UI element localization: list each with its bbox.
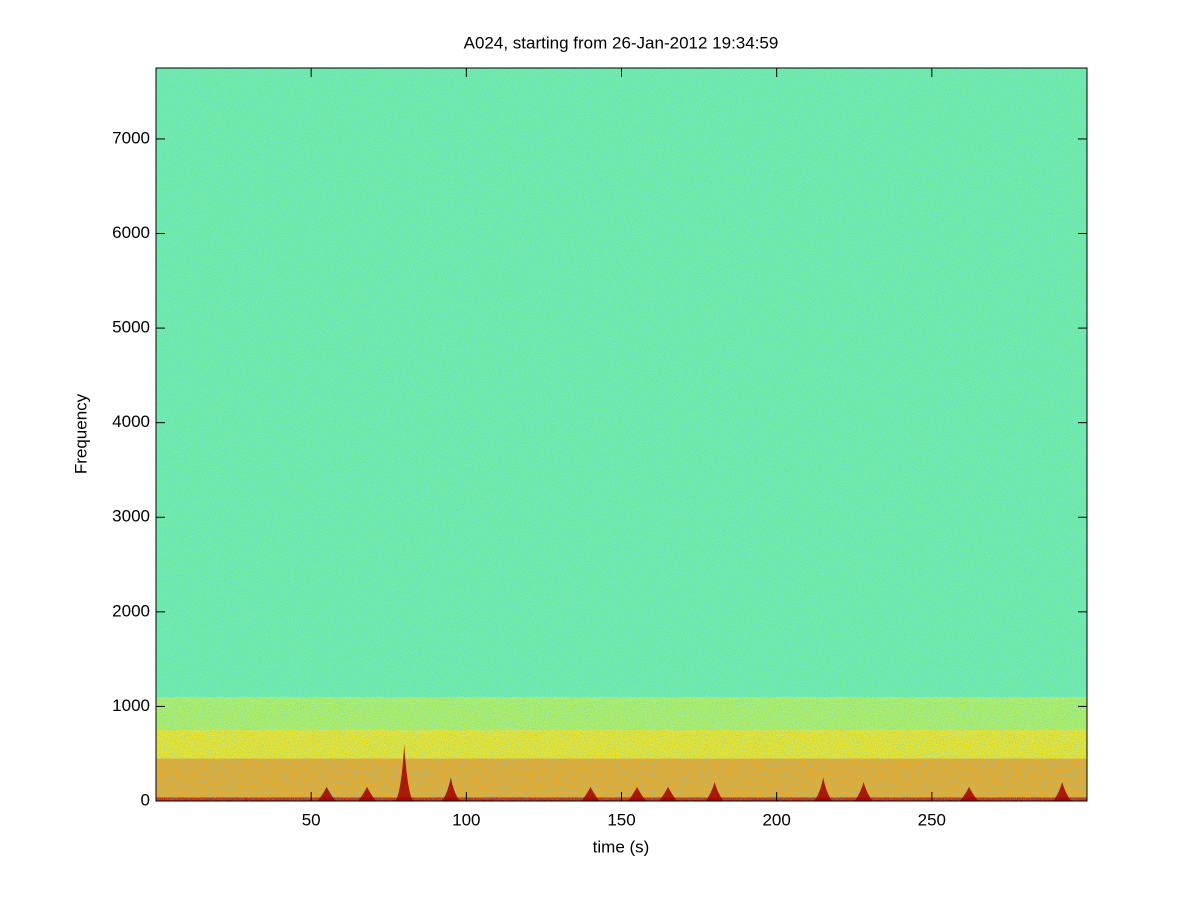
burst [441,777,460,801]
y-tick-label: 4000 [112,412,150,431]
burst [705,782,724,801]
burst [317,786,336,801]
y-tick-label: 3000 [112,507,150,526]
chart-title: A024, starting from 26-Jan-2012 19:34:59 [464,33,779,52]
y-tick-label: 0 [141,790,150,809]
y-tick-label: 2000 [112,601,150,620]
x-tick-label: 250 [918,810,946,829]
burst [395,744,414,801]
x-tick-label: 200 [762,810,790,829]
x-tick-label: 150 [607,810,635,829]
burst [1053,782,1072,801]
x-tick-label: 50 [302,810,321,829]
x-tick-label: 100 [452,810,480,829]
burst [854,782,873,801]
y-tick-label: 1000 [112,696,150,715]
y-tick-label: 7000 [112,128,150,147]
burst [628,786,647,801]
burst [814,777,833,801]
x-axis-label: time (s) [593,837,650,856]
y-axis-label: Frequency [71,393,90,474]
burst [960,786,979,801]
noise-texture [156,68,1087,801]
burst [659,786,678,801]
burst [581,786,600,801]
burst [358,786,377,801]
y-tick-label: 5000 [112,318,150,337]
y-tick-label: 6000 [112,223,150,242]
